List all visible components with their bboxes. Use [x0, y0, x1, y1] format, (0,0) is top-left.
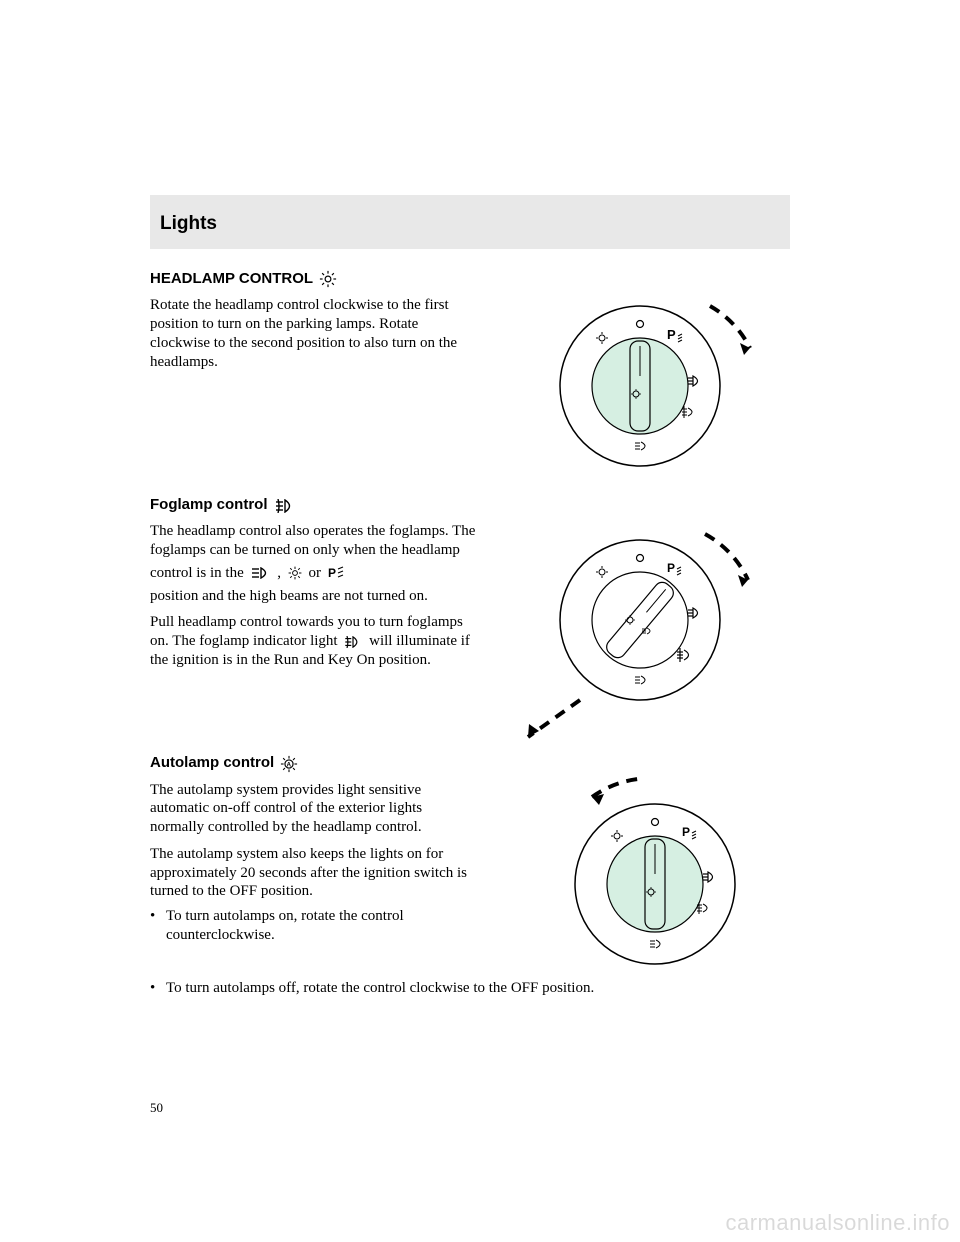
parking-icon [250, 567, 272, 579]
heading-text: Foglamp control [150, 496, 268, 513]
row-foglamp: The headlamp control also operates the f… [150, 514, 790, 744]
para: position and the high beams are not turn… [150, 587, 480, 606]
manual-page: Lights HEADLAMP CONTROL Rotate the headl… [0, 0, 960, 1242]
para-inline: Pull headlamp control towards you to tur… [150, 613, 480, 669]
txt: control is in the [150, 565, 244, 581]
bullet-text: To turn autolamps off, rotate the contro… [166, 979, 790, 998]
para-inline: control is in the , or P [150, 564, 480, 583]
col-text: The headlamp control also operates the f… [150, 514, 480, 669]
col-figure: P [480, 773, 790, 973]
col-text: Rotate the headlamp control clockwise to… [150, 288, 480, 371]
svg-text:P: P [328, 566, 336, 580]
headlamp-dial-figure: P [540, 286, 775, 476]
row-autolamp: The autolamp system provides light sensi… [150, 773, 790, 973]
col-figure: P [480, 514, 790, 744]
bullet-dot: • [150, 979, 166, 998]
col-figure: P [480, 288, 790, 478]
para: The autolamp system provides light sensi… [150, 781, 480, 837]
para: The headlamp control also operates the f… [150, 522, 480, 560]
foglamp-icon [274, 499, 296, 513]
sun-icon [319, 270, 337, 288]
autolamp-dial-figure: P [530, 769, 770, 969]
bullet-item: • To turn autolamps on, rotate the contr… [150, 907, 480, 945]
txt: or [309, 565, 322, 581]
section-header-bar: Lights [150, 195, 790, 249]
sun-small-icon [287, 565, 303, 581]
heading-text: HEADLAMP CONTROL [150, 270, 313, 287]
row-headlamp: Rotate the headlamp control clockwise to… [150, 288, 790, 478]
watermark: carmanualsonline.info [725, 1210, 950, 1236]
autolamp-icon: A [280, 755, 298, 773]
para: Rotate the headlamp control clockwise to… [150, 296, 480, 371]
foglamp-dial-figure: P [500, 512, 790, 747]
heading-text: Autolamp control [150, 754, 274, 771]
p-lamp-icon: P [327, 566, 347, 580]
page-content: HEADLAMP CONTROL Rotate the headlamp con… [150, 270, 790, 997]
bullet-dot: • [150, 907, 166, 945]
svg-text:A: A [287, 761, 292, 768]
svg-text:P: P [667, 327, 676, 342]
bullet-item: • To turn autolamps off, rotate the cont… [150, 979, 790, 998]
col-text: The autolamp system provides light sensi… [150, 773, 480, 945]
foglamp-icon [343, 636, 363, 648]
page-number: 50 [150, 1100, 163, 1116]
bullet-text: To turn autolamps on, rotate the control… [166, 907, 480, 945]
svg-text:P: P [682, 825, 690, 839]
para: The autolamp system also keeps the light… [150, 845, 480, 901]
svg-text:P: P [667, 561, 675, 575]
txt: , [277, 565, 281, 581]
section-header-title: Lights [160, 213, 217, 235]
